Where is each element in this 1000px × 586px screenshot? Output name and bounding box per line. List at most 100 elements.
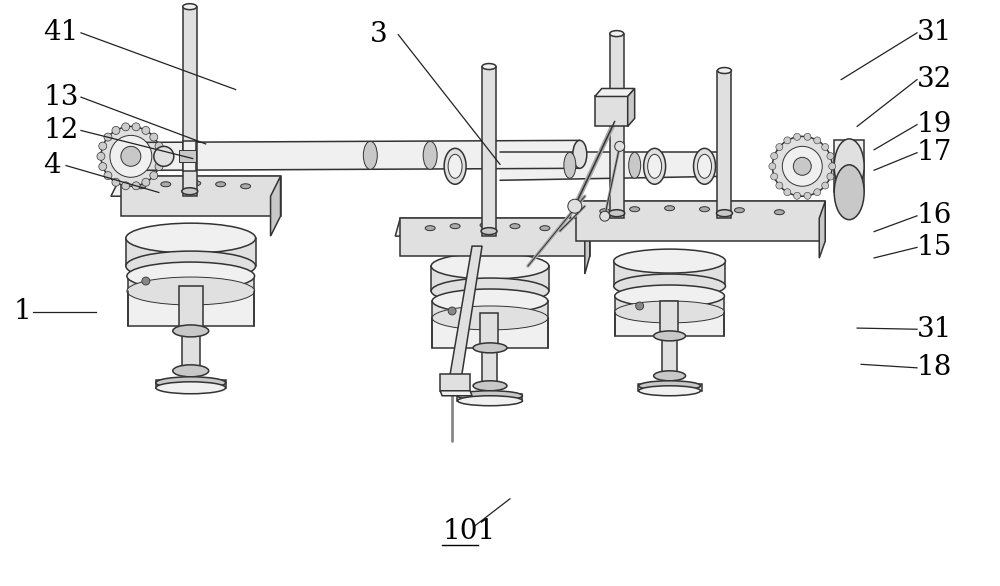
- Bar: [610, 33, 624, 218]
- Ellipse shape: [473, 381, 507, 391]
- Circle shape: [804, 134, 811, 140]
- Circle shape: [97, 152, 105, 161]
- Text: 4: 4: [43, 152, 61, 179]
- Text: 15: 15: [917, 234, 952, 261]
- Circle shape: [615, 141, 625, 151]
- Ellipse shape: [481, 227, 497, 234]
- Circle shape: [776, 182, 783, 189]
- Ellipse shape: [448, 154, 462, 178]
- Circle shape: [132, 123, 140, 131]
- Text: 19: 19: [917, 111, 952, 138]
- Ellipse shape: [700, 207, 710, 212]
- Ellipse shape: [698, 154, 711, 178]
- Circle shape: [157, 152, 165, 161]
- Polygon shape: [128, 276, 254, 291]
- Text: 41: 41: [43, 19, 78, 46]
- Bar: [183, 6, 197, 196]
- Ellipse shape: [127, 277, 255, 305]
- Polygon shape: [628, 88, 635, 127]
- Bar: [480, 313, 498, 348]
- Text: 16: 16: [917, 202, 952, 229]
- Text: 1: 1: [13, 298, 31, 325]
- Ellipse shape: [432, 289, 548, 313]
- Ellipse shape: [629, 152, 641, 178]
- Circle shape: [155, 142, 163, 150]
- Circle shape: [776, 144, 783, 151]
- Bar: [717, 70, 731, 218]
- Circle shape: [99, 162, 107, 171]
- Ellipse shape: [614, 249, 725, 273]
- Ellipse shape: [573, 141, 587, 168]
- Circle shape: [122, 123, 130, 131]
- Polygon shape: [111, 176, 281, 196]
- Polygon shape: [440, 374, 470, 391]
- Ellipse shape: [630, 207, 640, 212]
- Text: 101: 101: [442, 518, 495, 545]
- Polygon shape: [271, 176, 281, 236]
- Polygon shape: [585, 218, 590, 274]
- Circle shape: [814, 137, 821, 144]
- Ellipse shape: [540, 226, 550, 231]
- Polygon shape: [432, 301, 548, 318]
- Ellipse shape: [423, 141, 437, 169]
- Text: 12: 12: [43, 117, 78, 144]
- Ellipse shape: [101, 127, 161, 186]
- Ellipse shape: [614, 274, 725, 298]
- Ellipse shape: [510, 224, 520, 229]
- Ellipse shape: [639, 381, 701, 391]
- Ellipse shape: [191, 180, 201, 186]
- Ellipse shape: [110, 135, 152, 178]
- Circle shape: [448, 307, 456, 315]
- Polygon shape: [431, 266, 549, 291]
- Circle shape: [122, 182, 130, 190]
- Ellipse shape: [173, 325, 209, 337]
- Text: 31: 31: [917, 19, 952, 46]
- Polygon shape: [614, 261, 725, 286]
- Ellipse shape: [444, 148, 466, 184]
- Bar: [482, 348, 497, 386]
- Ellipse shape: [363, 141, 377, 169]
- Ellipse shape: [717, 67, 731, 73]
- Ellipse shape: [615, 301, 724, 323]
- Ellipse shape: [432, 306, 548, 330]
- Circle shape: [132, 182, 140, 190]
- Polygon shape: [819, 201, 825, 258]
- Ellipse shape: [173, 365, 209, 377]
- Polygon shape: [615, 312, 724, 336]
- Circle shape: [142, 178, 150, 186]
- Polygon shape: [121, 176, 281, 216]
- Circle shape: [142, 277, 150, 285]
- Ellipse shape: [480, 223, 490, 227]
- Text: 13: 13: [43, 84, 78, 111]
- Ellipse shape: [156, 377, 226, 389]
- Text: 32: 32: [917, 66, 952, 93]
- Bar: [182, 331, 200, 371]
- Polygon shape: [576, 201, 825, 241]
- Polygon shape: [183, 141, 196, 171]
- Ellipse shape: [450, 224, 460, 229]
- Polygon shape: [575, 201, 590, 241]
- Ellipse shape: [136, 184, 146, 189]
- Circle shape: [769, 163, 776, 170]
- Bar: [662, 336, 677, 376]
- Circle shape: [822, 144, 829, 151]
- Circle shape: [150, 133, 158, 141]
- Ellipse shape: [665, 206, 675, 211]
- Circle shape: [155, 162, 163, 171]
- Text: 18: 18: [917, 355, 952, 381]
- Circle shape: [822, 182, 829, 189]
- Ellipse shape: [126, 223, 256, 253]
- Ellipse shape: [458, 396, 522, 406]
- Circle shape: [142, 127, 150, 134]
- Ellipse shape: [639, 386, 701, 396]
- Ellipse shape: [793, 157, 811, 175]
- Circle shape: [784, 189, 791, 196]
- Ellipse shape: [431, 253, 549, 279]
- Ellipse shape: [734, 207, 744, 213]
- Ellipse shape: [482, 63, 496, 70]
- Ellipse shape: [834, 165, 864, 220]
- Ellipse shape: [648, 154, 662, 178]
- Ellipse shape: [772, 137, 832, 196]
- Circle shape: [104, 133, 112, 141]
- Text: 17: 17: [917, 139, 953, 166]
